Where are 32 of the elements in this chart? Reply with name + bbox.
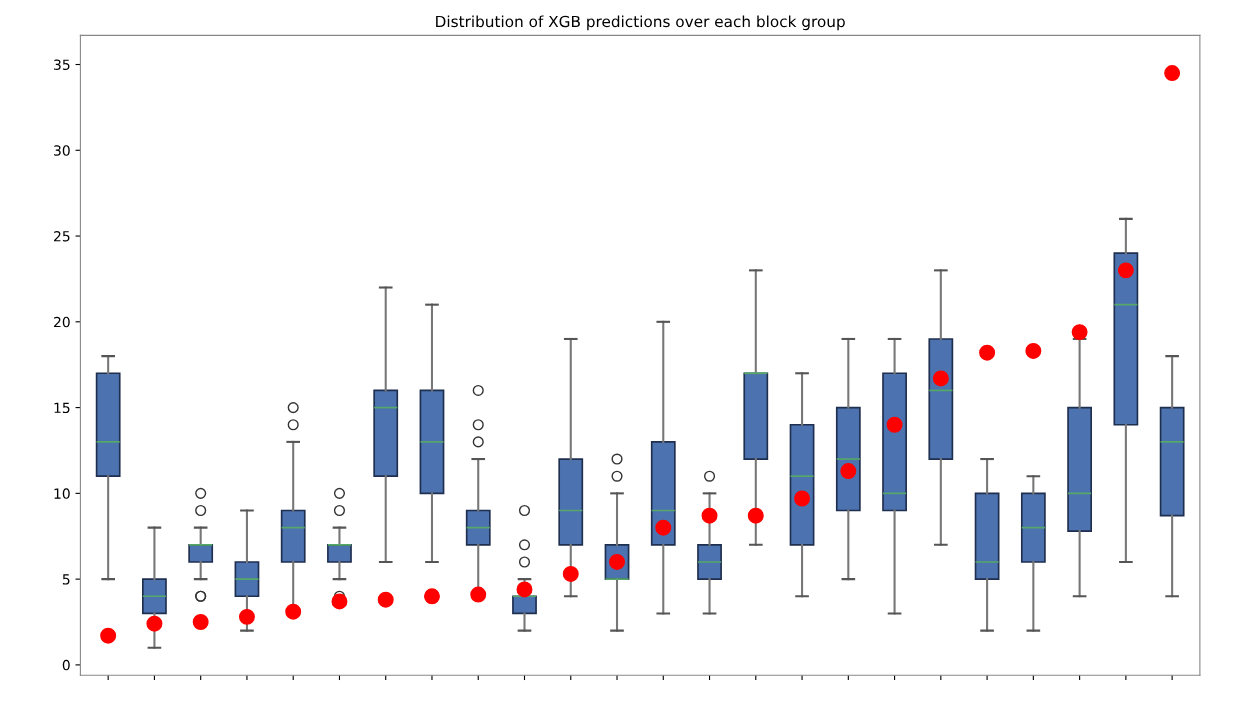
point <box>840 463 857 480</box>
point <box>424 588 440 605</box>
point <box>701 507 718 524</box>
point <box>1117 262 1134 279</box>
point <box>192 614 209 630</box>
point <box>747 507 764 524</box>
y-tick-label: 35 <box>54 59 70 70</box>
point <box>377 591 394 608</box>
point <box>1025 343 1042 359</box>
point <box>979 344 996 361</box>
point <box>285 603 302 620</box>
chart-title: Distribution of XGB predictions over each block group <box>436 15 845 31</box>
point <box>1164 65 1181 82</box>
point <box>932 370 949 387</box>
point <box>470 586 487 603</box>
y-tick-label: 30 <box>54 145 70 156</box>
point <box>794 490 811 507</box>
y-tick-label: 20 <box>54 316 70 328</box>
point <box>1071 324 1088 341</box>
point <box>100 627 117 644</box>
point <box>655 519 672 536</box>
point <box>886 416 903 433</box>
y-tick-label: 25 <box>54 231 70 242</box>
y-tick-label: 10 <box>54 488 70 499</box>
point <box>146 615 163 632</box>
point <box>562 565 579 582</box>
point <box>238 608 255 625</box>
y-tick-label: 0 <box>62 659 70 671</box>
y-tick-label: 5 <box>62 574 70 585</box>
point <box>331 593 348 610</box>
y-tick-label: 15 <box>54 402 70 414</box>
point <box>516 581 533 598</box>
